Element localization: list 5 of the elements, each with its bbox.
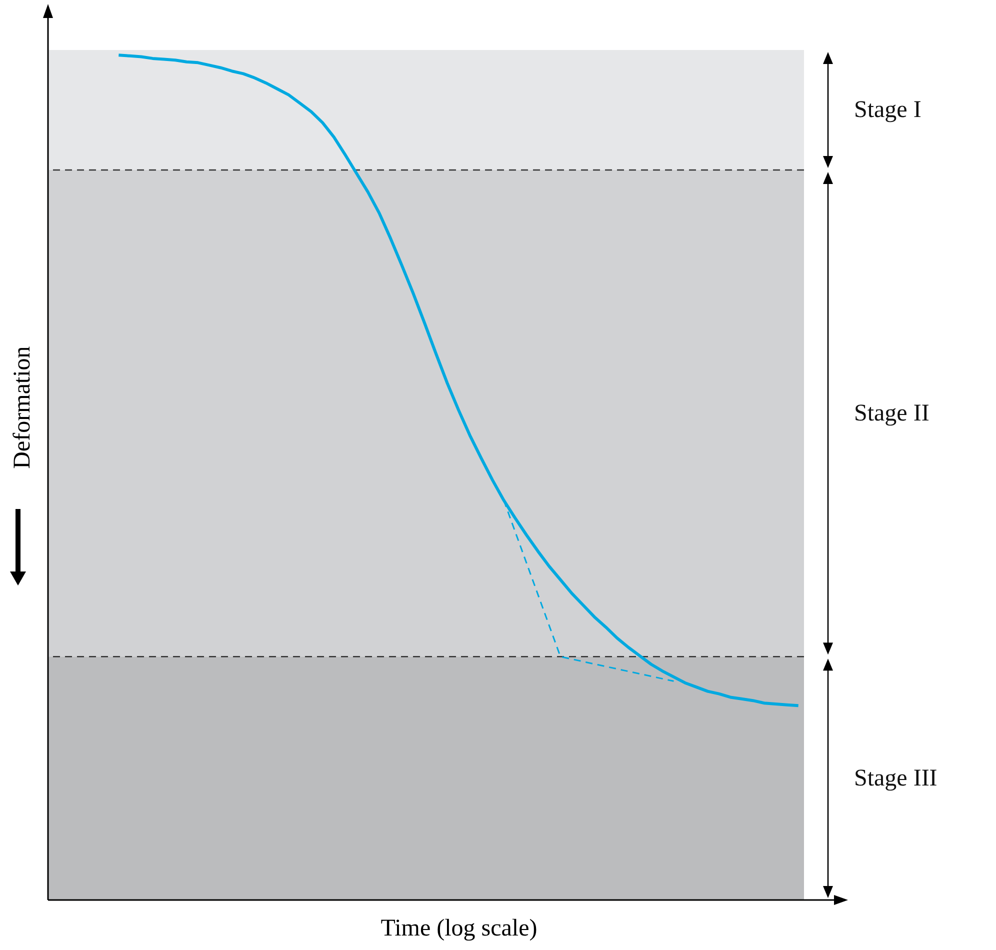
y-axis-title: Deformation (10, 346, 36, 469)
band-label: Stage II (854, 400, 930, 426)
band-label: Stage I (854, 96, 922, 123)
x-axis-title: Time (log scale) (380, 916, 538, 942)
band-label: Stage III (854, 765, 938, 792)
